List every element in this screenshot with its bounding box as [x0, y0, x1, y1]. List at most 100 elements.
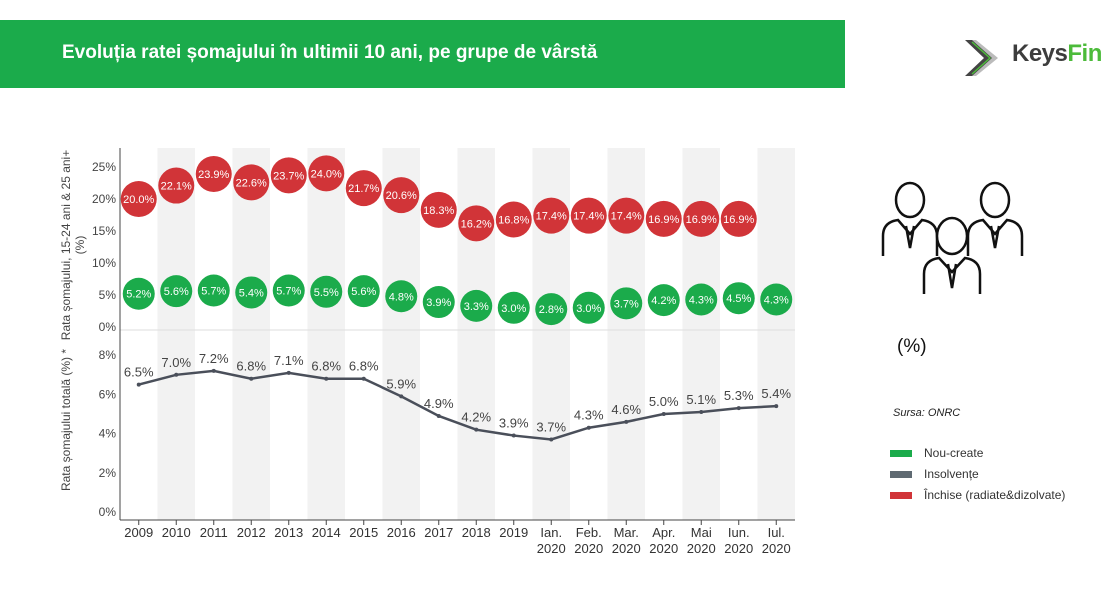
band	[757, 148, 795, 520]
data-label: 17.4%	[536, 211, 567, 223]
new-point	[235, 276, 268, 309]
y-tick-label-bottom: 0%	[99, 505, 117, 519]
x-tick-label: Feb.	[576, 525, 602, 540]
legend-label: Nou-create	[924, 446, 984, 460]
data-label: 16.2%	[461, 218, 492, 230]
legend-label: Insolvențe	[924, 467, 979, 481]
y-tick-label-bottom: 6%	[99, 387, 117, 401]
new-point	[197, 274, 230, 307]
legend-item-insolvente: Insolvențe	[890, 467, 979, 481]
x-tick-label: Ian.	[540, 525, 562, 540]
data-label: 3.9%	[426, 297, 451, 309]
closed-point	[608, 197, 645, 234]
line-point	[511, 433, 516, 438]
y-tick-label-top: 15%	[92, 224, 116, 238]
y-tick-label-top: 25%	[92, 160, 116, 174]
x-tick-label: 2018	[462, 525, 491, 540]
closed-point	[420, 191, 457, 228]
data-label: 4.9%	[424, 396, 454, 411]
y-axis-label-top-unit: (%)	[73, 236, 87, 255]
data-label: 6.8%	[311, 359, 341, 374]
x-tick-label: 2009	[124, 525, 153, 540]
closed-point	[383, 177, 420, 214]
y-axis-label-bottom: Rata șomajului totală (%) *	[59, 349, 73, 491]
header-bar: Evoluția ratei șomajului în ultimii 10 a…	[0, 20, 845, 88]
closed-point	[495, 201, 532, 238]
source-note: Sursa: ONRC	[893, 407, 961, 419]
unit-label: (%)	[897, 336, 927, 357]
new-point	[347, 275, 380, 308]
line-point	[774, 404, 779, 409]
data-label: 3.3%	[464, 301, 489, 313]
data-label: 7.2%	[199, 351, 229, 366]
data-label: 4.2%	[651, 295, 676, 307]
data-label: 16.9%	[686, 214, 717, 226]
line-point	[211, 368, 216, 373]
closed-point	[345, 170, 382, 207]
band	[307, 148, 345, 520]
x-tick-label: 2020	[612, 541, 641, 556]
closed-point	[645, 200, 682, 237]
line-point	[586, 425, 591, 430]
legend-item-nou-create: Nou-create	[890, 446, 983, 460]
line-point	[699, 410, 704, 415]
data-label: 3.0%	[501, 303, 526, 315]
data-label: 5.2%	[126, 289, 151, 301]
y-tick-label-top: 5%	[99, 288, 117, 302]
data-label: 5.6%	[351, 286, 376, 298]
x-tick-label: 2020	[762, 541, 791, 556]
new-point	[685, 283, 718, 316]
legend-swatch	[890, 470, 912, 478]
line-point	[399, 394, 404, 399]
line-point	[436, 413, 441, 418]
logo-text: KeysFin	[1012, 40, 1102, 68]
y-tick-label-top: 20%	[92, 192, 116, 206]
data-label: 20.6%	[386, 190, 417, 202]
x-tick-label: 2010	[162, 525, 191, 540]
closed-point	[120, 181, 157, 217]
new-point	[310, 275, 343, 308]
data-label: 5.4%	[761, 386, 791, 401]
data-label: 23.7%	[273, 170, 304, 182]
line-point	[286, 370, 291, 375]
new-point	[497, 291, 530, 324]
data-label: 5.7%	[276, 286, 301, 298]
data-label: 4.3%	[574, 408, 604, 423]
data-label: 7.1%	[274, 353, 304, 368]
page-title: Evoluția ratei șomajului în ultimii 10 a…	[62, 42, 598, 63]
x-tick-label: 2015	[349, 525, 378, 540]
data-label: 4.2%	[461, 410, 491, 425]
line-point	[136, 382, 141, 387]
line-point	[249, 376, 254, 381]
y-tick-label-bottom: 4%	[99, 427, 117, 441]
logo-text-accent: Fin	[1067, 40, 1102, 67]
legend-swatch	[890, 449, 912, 457]
data-label: 18.3%	[423, 205, 454, 217]
y-axis-label-top: Rata șomajului, 15-24 ani & 25 ani+	[59, 150, 73, 340]
line-point	[661, 412, 666, 416]
band	[457, 148, 495, 520]
data-label: 3.0%	[576, 303, 601, 315]
data-label: 5.7%	[201, 286, 226, 298]
new-point	[272, 274, 305, 307]
data-label: 3.7%	[536, 419, 566, 434]
closed-point	[533, 197, 570, 234]
data-label: 16.9%	[723, 214, 754, 226]
line-point	[549, 437, 554, 442]
closed-point	[308, 155, 345, 192]
data-label: 7.0%	[161, 355, 191, 370]
data-label: 17.4%	[611, 211, 642, 223]
data-label: 4.6%	[611, 402, 641, 417]
data-label: 4.3%	[764, 294, 789, 306]
closed-point	[158, 167, 195, 204]
data-label: 6.8%	[349, 359, 379, 374]
data-label: 22.1%	[161, 181, 192, 193]
data-label: 24.0%	[311, 168, 342, 180]
new-point	[422, 286, 455, 319]
band	[157, 148, 195, 520]
new-point	[385, 280, 418, 313]
data-label: 22.6%	[236, 177, 267, 189]
data-label: 6.5%	[124, 365, 154, 380]
x-tick-label: 2019	[499, 525, 528, 540]
data-label: 3.7%	[614, 298, 639, 310]
